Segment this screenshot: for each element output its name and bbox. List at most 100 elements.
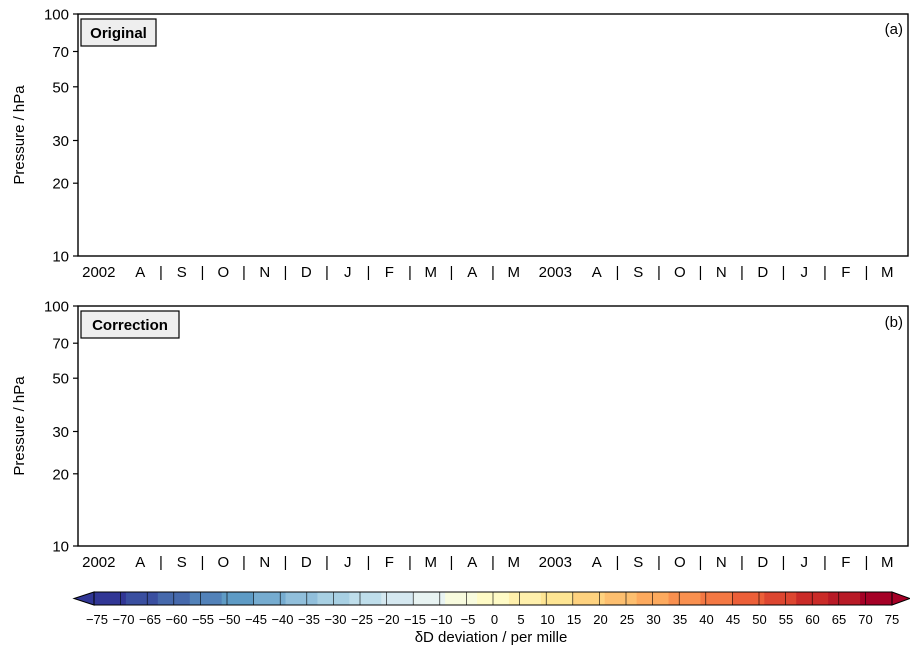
y-axis-a: 10 20 30 50 70 100 (44, 7, 78, 266)
x-tick-separator-b-19: | (865, 554, 869, 571)
colorbar-tick-label-20: 25 (620, 612, 634, 627)
x-tick-separator-a-2: | (159, 264, 163, 281)
x-tick-label-b-8: M (425, 554, 438, 571)
title-box-b (80, 310, 180, 339)
x-tick-label-b-15: N (716, 554, 727, 571)
y-axis-label-b: Pressure / hPa (11, 376, 28, 476)
colorbar-tick-label-12: −15 (404, 612, 426, 627)
title-a: Original (90, 25, 147, 42)
x-tick-separator-a-17: | (782, 264, 786, 281)
y-tick-label-a-5: 100 (44, 7, 69, 24)
x-tick-label-a-5: D (301, 264, 312, 281)
x-tick-label-a-13: S (633, 264, 643, 281)
y-tick-label-b-0: 10 (52, 539, 69, 556)
x-tick-label-b-2: S (177, 554, 187, 571)
colorbar-tick-label-19: 20 (593, 612, 607, 627)
x-tick-separator-b-16: | (740, 554, 744, 571)
x-tick-separator-b-10: | (491, 554, 495, 571)
y-tick-label-b-2: 30 (52, 424, 69, 441)
colorbar-cell-14 (540, 592, 574, 605)
y-tick-label-a-1: 20 (52, 176, 69, 193)
panel-label-b: (b) (885, 314, 903, 331)
colorbar-tick-label-26: 55 (779, 612, 793, 627)
plot-frame-a (77, 13, 909, 257)
colorbar-cell-19 (700, 592, 733, 605)
colorbar-tick-label-24: 45 (726, 612, 740, 627)
y-tick-label-b-4: 70 (52, 336, 69, 353)
x-tick-label-a-12: A (592, 264, 602, 281)
colorbar-tick-label-15: 0 (491, 612, 498, 627)
panel-a: 2002 A S | O | N | D | J | F | M | A | M | 2003 A S | O | N | D | J | F |… (11, 7, 909, 281)
y-tick-label-a-2: 30 (52, 133, 69, 150)
x-tick-label-b-6: J (344, 554, 352, 571)
x-tick-separator-b-4: | (242, 554, 246, 571)
panel-b: 2002 A S | O | N | D | J | F | M | A | M | 2003 A S | O | N | D | J | F |… (11, 299, 909, 571)
colorbar-tick-label-29: 70 (858, 612, 872, 627)
x-tick-separator-a-4: | (242, 264, 246, 281)
colorbar-cells (94, 592, 893, 605)
x-tick-label-b-17: J (801, 554, 809, 571)
colorbar-cell-23 (828, 592, 861, 605)
colorbar-cell-24 (860, 592, 893, 605)
colorbar-tick-label-7: −40 (271, 612, 293, 627)
x-tick-separator-a-19: | (865, 264, 869, 281)
plot-frame-b (77, 305, 909, 547)
x-tick-separator-b-17: | (782, 554, 786, 571)
colorbar-cell-3 (189, 592, 223, 605)
colorbar-label: δD deviation / per mille (415, 629, 568, 646)
colorbar-tick-label-25: 50 (752, 612, 766, 627)
x-tick-label-b-19: M (881, 554, 894, 571)
colorbar-tick-label-14: −5 (461, 612, 476, 627)
colorbar-cell-11 (445, 592, 478, 605)
x-tick-label-a-0: 2002 (82, 264, 115, 281)
x-tick-separator-a-8: | (408, 264, 412, 281)
colorbar-tick-label-3: −60 (165, 612, 187, 627)
colorbar-cell-20 (732, 592, 765, 605)
x-tick-label-a-8: M (425, 264, 438, 281)
colorbar-ticks: −75 −70 −65 −60 −55 −50 −45 −40 −35 −30 −25 −20 −15−… (86, 592, 899, 627)
colorbar-cell-6 (285, 592, 318, 605)
colorbar-extend-high (891, 591, 910, 606)
colorbar-tick-label-0: −75 (86, 612, 108, 627)
x-tick-label-a-10: M (508, 264, 521, 281)
colorbar-cell-4 (221, 592, 255, 605)
x-tick-label-a-3: O (217, 264, 229, 281)
x-tick-separator-a-16: | (740, 264, 744, 281)
colorbar-tick-label-17: 10 (540, 612, 554, 627)
colorbar-tick-label-1: −70 (112, 612, 134, 627)
x-tick-separator-b-14: | (657, 554, 661, 571)
colorbar-tick-label-6: −45 (245, 612, 267, 627)
x-tick-label-a-19: M (881, 264, 894, 281)
y-tick-label-b-1: 20 (52, 466, 69, 483)
colorbar-tick-label-11: −20 (377, 612, 399, 627)
x-tick-label-a-15: N (716, 264, 727, 281)
colorbar-tick-label-21: 30 (646, 612, 660, 627)
title-b: Correction (92, 317, 168, 334)
title-box-a (80, 18, 157, 47)
x-tick-label-b-0: 2002 (82, 554, 115, 571)
x-tick-label-b-12: A (592, 554, 602, 571)
x-tick-separator-b-13: | (616, 554, 620, 571)
colorbar-tick-label-4: −55 (192, 612, 214, 627)
x-tick-separator-a-6: | (325, 264, 329, 281)
colorbar-extend-low (72, 591, 95, 606)
y-tick-label-b-5: 100 (44, 299, 69, 316)
colorbar-tick-label-22: 35 (673, 612, 687, 627)
colorbar-cell-16 (604, 592, 638, 605)
colorbar-cell-18 (668, 592, 701, 605)
x-tick-label-b-4: N (259, 554, 270, 571)
colorbar-cell-1 (125, 592, 159, 605)
colorbar-cell-13 (508, 592, 542, 605)
colorbar-tick-label-16: 5 (517, 612, 524, 627)
x-tick-separator-b-5: | (284, 554, 288, 571)
y-axis-label-a: Pressure / hPa (11, 85, 28, 185)
x-tick-separator-a-18: | (823, 264, 827, 281)
x-tick-label-b-18: F (841, 554, 850, 571)
colorbar-cell-5 (253, 592, 287, 605)
x-tick-label-b-5: D (301, 554, 312, 571)
x-tick-label-b-7: F (385, 554, 394, 571)
x-tick-label-b-1: A (135, 554, 145, 571)
colorbar: −75 −70 −65 −60 −55 −50 −45 −40 −35 −30 −25 −20 −15−… (72, 591, 910, 646)
colorbar-tick-label-28: 65 (832, 612, 846, 627)
